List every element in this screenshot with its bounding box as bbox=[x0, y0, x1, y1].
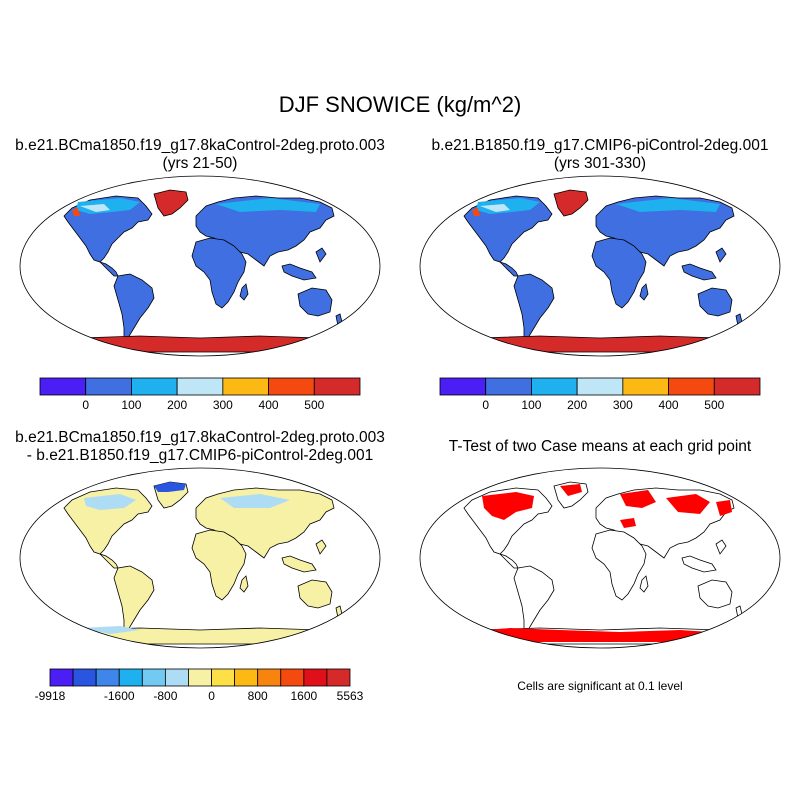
colorbar-swatch bbox=[72, 668, 97, 687]
snow-light-na bbox=[80, 204, 110, 212]
colorbar-swatch bbox=[576, 377, 624, 396]
map-panel-ttest bbox=[419, 467, 781, 649]
colorbar-tick-label: -1600 bbox=[103, 689, 135, 703]
colorbar-swatch bbox=[141, 668, 166, 687]
colorbar-swatch bbox=[439, 377, 487, 396]
colorbar-swatch bbox=[531, 377, 578, 396]
map-panel-case2 bbox=[419, 175, 781, 357]
panel1-title-line2: (yrs 21-50) bbox=[162, 155, 238, 172]
colorbar-swatch bbox=[326, 668, 351, 687]
colorbar-tick-label: 1600 bbox=[290, 689, 318, 703]
colorbar-swatch bbox=[131, 377, 178, 396]
colorbar-swatch bbox=[176, 377, 224, 396]
colorbar-swatch bbox=[668, 377, 715, 396]
panel2-title-line2: (yrs 301-330) bbox=[553, 155, 647, 172]
significance-note: Cells are significant at 0.1 level bbox=[517, 679, 683, 693]
colorbar-swatch bbox=[257, 668, 282, 687]
land-greenland bbox=[153, 189, 189, 217]
colorbar-case1 bbox=[39, 377, 361, 396]
colorbar-tick-label: 0 bbox=[208, 689, 215, 703]
colorbar-swatch bbox=[188, 668, 212, 687]
panel1-title-line1: b.e21.BCma1850.f19_g17.8kaControl-2deg.p… bbox=[15, 137, 385, 154]
colorbar-swatch bbox=[222, 377, 269, 396]
colorbar-tick-label: 400 bbox=[658, 398, 679, 412]
colorbar-swatch bbox=[622, 377, 669, 396]
colorbar-swatch bbox=[713, 377, 761, 396]
panel3-title: b.e21.BCma1850.f19_g17.8kaControl-2deg.p… bbox=[0, 429, 400, 465]
colorbar-tick-label: -800 bbox=[153, 689, 178, 703]
panel3-title-line1: b.e21.BCma1850.f19_g17.8kaControl-2deg.p… bbox=[15, 429, 385, 446]
colorbar-case2 bbox=[439, 377, 761, 396]
panel4-title: T-Test of two Case means at each grid po… bbox=[400, 438, 800, 456]
panel2-title: b.e21.B1850.f19_g17.CMIP6-piControl-2deg… bbox=[400, 137, 800, 173]
colorbar-tick-label: -9918 bbox=[34, 689, 66, 703]
colorbar-swatch bbox=[313, 377, 361, 396]
map-panel-case1 bbox=[19, 175, 381, 357]
colorbar-swatch bbox=[303, 668, 328, 687]
colorbar-difference bbox=[49, 668, 351, 687]
land-australia bbox=[297, 287, 343, 327]
snow-alaska bbox=[72, 208, 80, 216]
colorbar-swatch bbox=[268, 377, 315, 396]
colorbar-tick-label: 800 bbox=[247, 689, 268, 703]
colorbar-tick-label: 200 bbox=[567, 398, 588, 412]
figure-title: DJF SNOWICE (kg/m^2) bbox=[278, 92, 522, 117]
panel4-title-line1: T-Test of two Case means at each grid po… bbox=[448, 438, 752, 455]
colorbar-tick-label: 100 bbox=[521, 398, 542, 412]
land-south-america bbox=[113, 273, 155, 341]
significant-cells bbox=[450, 484, 750, 642]
colorbar-tick-label: 300 bbox=[612, 398, 633, 412]
colorbar-swatch bbox=[39, 377, 87, 396]
panel3-title-line2: - b.e21.B1850.f19_g17.CMIP6-piControl-2d… bbox=[26, 447, 374, 464]
colorbar-tick-label: 100 bbox=[121, 398, 142, 412]
map-panel-difference bbox=[19, 467, 381, 649]
map-boundary bbox=[19, 175, 381, 357]
colorbar-swatch bbox=[85, 377, 132, 396]
land-southeast-asia bbox=[281, 247, 327, 281]
colorbar-swatch bbox=[49, 668, 74, 687]
colorbar-swatch bbox=[118, 668, 143, 687]
colorbar-swatch bbox=[211, 668, 236, 687]
colorbar-swatch bbox=[485, 377, 532, 396]
colorbar-tick-label: 0 bbox=[482, 398, 490, 412]
colorbar-tick-label: 500 bbox=[704, 398, 725, 412]
colorbar-swatch bbox=[234, 668, 259, 687]
panel2-title-line1: b.e21.B1850.f19_g17.CMIP6-piControl-2deg… bbox=[431, 137, 769, 154]
colorbar-tick-label: 200 bbox=[167, 398, 188, 412]
colorbar-swatch bbox=[280, 668, 305, 687]
colorbar-tick-label: 500 bbox=[304, 398, 325, 412]
colorbar-swatch bbox=[164, 668, 189, 687]
colorbar-tick-label: 5563 bbox=[336, 689, 364, 703]
colorbar-tick-label: 0 bbox=[82, 398, 90, 412]
land-antarctica bbox=[25, 335, 375, 353]
snow-eurasia-north bbox=[216, 198, 320, 212]
colorbar-swatch bbox=[95, 668, 120, 687]
colorbar-tick-label: 400 bbox=[258, 398, 279, 412]
colorbar-tick-label: 300 bbox=[212, 398, 233, 412]
panel1-title: b.e21.BCma1850.f19_g17.8kaControl-2deg.p… bbox=[0, 137, 400, 173]
